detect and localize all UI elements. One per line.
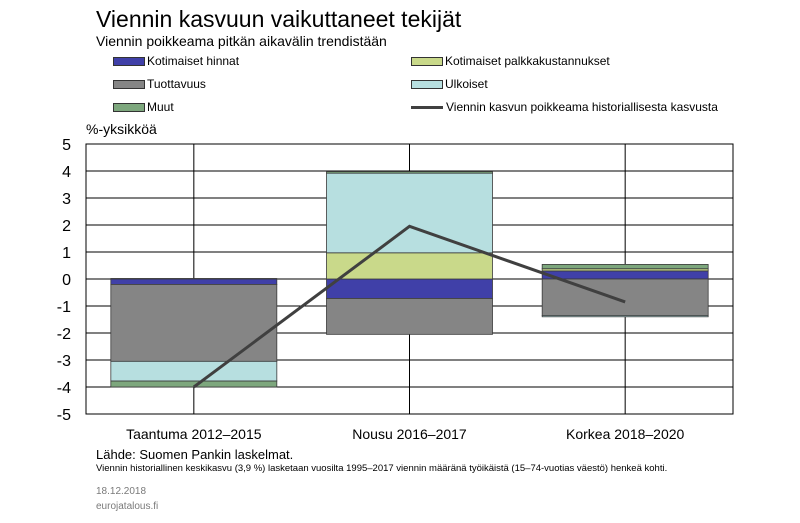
y-tick-label: 4: [62, 164, 71, 181]
legend-line-swatch: [411, 105, 443, 109]
bar-segment-2-cat-1: [110, 278, 278, 280]
y-tick-label: 2: [62, 218, 71, 235]
y-tick-label: 3: [62, 191, 71, 208]
bar-segment-3-cat-1: [110, 283, 278, 362]
publish-date: 18.12.2018: [96, 486, 147, 497]
legend-swatch: [411, 79, 443, 89]
bar-segment-1-cat-1: [110, 278, 278, 285]
legend-label: Muut: [147, 100, 174, 114]
category-label: Nousu 2016–2017: [352, 426, 467, 442]
y-tick-label: 1: [62, 245, 71, 262]
plot-frame: [85, 143, 734, 415]
bar-segment-3-cat-3: [541, 278, 709, 316]
legend-swatch: [113, 56, 145, 66]
site-name: eurojatalous.fi: [96, 501, 159, 512]
chart-subtitle: Viennin poikkeama pitkän aikavälin trend…: [96, 33, 387, 49]
bar-segment-4-cat-2: [326, 172, 493, 254]
bar-segment-5-cat-3: [541, 264, 709, 270]
legend-label: Viennin kasvun poikkeama historiallisest…: [446, 100, 718, 114]
legend-item-kotimaiset-hinnat: Kotimaiset hinnat: [113, 54, 239, 68]
legend-item-tuottavuus: Tuottavuus: [113, 77, 206, 91]
y-tick-label: -4: [57, 380, 71, 397]
legend-label: Ulkoiset: [445, 77, 488, 91]
y-tick-label: 5: [62, 137, 71, 154]
y-tick-label: -5: [57, 407, 71, 424]
legend-item-ulkoiset: Ulkoiset: [411, 77, 488, 91]
deviation-line: [192, 224, 626, 389]
bar-segment-1-cat-3: [541, 270, 709, 280]
legend-item-viennin-kasvun-poikkeama: Viennin kasvun poikkeama historiallisest…: [411, 100, 718, 114]
bar-segment-4-cat-1: [110, 360, 278, 382]
bar-segment-5-cat-2: [326, 171, 493, 174]
legend-label: Kotimaiset palkkakustannukset: [445, 54, 610, 68]
bar-segment-1-cat-2: [326, 278, 493, 299]
legend-swatch: [113, 102, 145, 112]
legend-swatch: [113, 79, 145, 89]
category-label: Taantuma 2012–2015: [126, 426, 262, 442]
source-text: Lähde: Suomen Pankin laskelmat.: [96, 447, 294, 462]
y-tick-label: -2: [57, 326, 71, 343]
bar-segment-3-cat-2: [326, 298, 493, 335]
y-tick-label: -1: [57, 299, 71, 316]
footnote: Viennin historiallinen keskikasvu (3,9 %…: [96, 463, 668, 474]
legend-label: Kotimaiset hinnat: [147, 54, 240, 68]
legend-label: Tuottavuus: [147, 77, 206, 91]
category-label: Korkea 2018–2020: [566, 426, 685, 442]
y-tick-label: 0: [62, 272, 71, 289]
y-tick-label: -3: [57, 353, 71, 370]
bar-segment-2-cat-2: [326, 252, 493, 280]
legend-swatch: [411, 56, 443, 66]
y-axis-unit-label: %-yksikköä: [86, 121, 157, 137]
legend-item-muut: Muut: [113, 100, 174, 114]
chart-title: Viennin kasvuun vaikuttaneet tekijät: [96, 6, 462, 32]
legend-item-kotimaiset-palkkakustannukset: Kotimaiset palkkakustannukset: [411, 54, 610, 68]
bar-segment-4-cat-3: [541, 315, 709, 318]
